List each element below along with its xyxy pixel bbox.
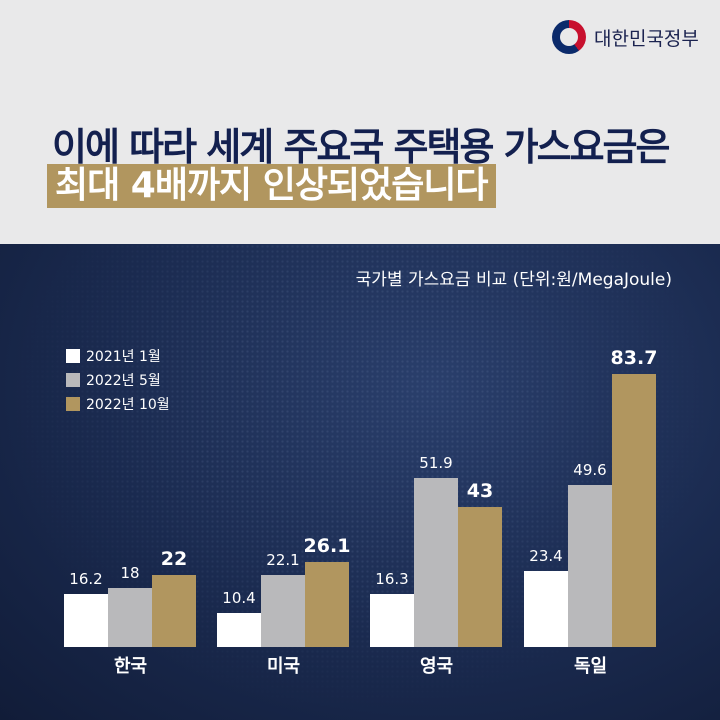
data-label: 22	[160, 548, 188, 571]
bar-미국-0	[217, 613, 261, 647]
bar-독일-0	[524, 570, 568, 647]
category-label: 미국	[266, 656, 301, 677]
bar-미국-2	[305, 561, 349, 647]
chart-title: 국가별 가스요금 비교 (단위:원/MegaJoule)	[355, 270, 672, 290]
data-label: 23.4	[529, 546, 563, 565]
data-label: 51.9	[419, 453, 453, 472]
data-label: 22.1	[266, 550, 300, 569]
legend-item: 2022년 5월	[66, 370, 161, 390]
category-label: 한국	[113, 656, 148, 677]
data-label: 10.4	[222, 589, 256, 608]
legend-swatch	[66, 373, 80, 387]
bar-독일-1	[568, 485, 612, 647]
bar-영국-0	[370, 593, 414, 647]
bar-미국-1	[261, 574, 305, 647]
legend-label: 2022년 10월	[86, 397, 170, 413]
data-label: 49.6	[573, 461, 607, 480]
bar-chart: 국가별 가스요금 비교 (단위:원/MegaJoule) 2021년 1월 202…	[0, 244, 720, 720]
logo-text: 대한민국정부	[594, 27, 699, 50]
legend-item: 2022년 10월	[66, 394, 170, 414]
data-label: 43	[466, 479, 494, 502]
headline-line-1: 이에 따라 세계 주요국 주택용 가스요금은	[52, 125, 670, 169]
category-label: 독일	[573, 656, 608, 677]
data-label: 18	[120, 564, 140, 583]
data-label: 26.1	[303, 534, 351, 557]
legend-swatch	[66, 349, 80, 363]
bar-한국-2	[152, 575, 196, 647]
legend-swatch	[66, 397, 80, 411]
bar-한국-0	[64, 594, 108, 647]
taegeuk-logo-icon	[552, 20, 586, 54]
data-label: 16.2	[69, 570, 103, 589]
header: 대한민국정부 이에 따라 세계 주요국 주택용 가스요금은 최대 4배까지 인상…	[0, 0, 720, 244]
government-logo: 대한민국정부	[552, 20, 699, 54]
data-label: 83.7	[610, 347, 658, 369]
legend-label: 2022년 5월	[86, 373, 161, 389]
bar-영국-1	[414, 477, 458, 647]
headline-line-2: 최대 4배까지 인상되었습니다	[47, 164, 496, 208]
bar-영국-2	[458, 506, 502, 647]
bar-독일-2	[612, 374, 656, 647]
legend-item: 2021년 1월	[66, 346, 161, 366]
bar-한국-1	[108, 588, 152, 647]
data-label: 16.3	[375, 569, 409, 588]
legend-label: 2021년 1월	[86, 349, 161, 365]
category-label: 영국	[419, 656, 454, 677]
